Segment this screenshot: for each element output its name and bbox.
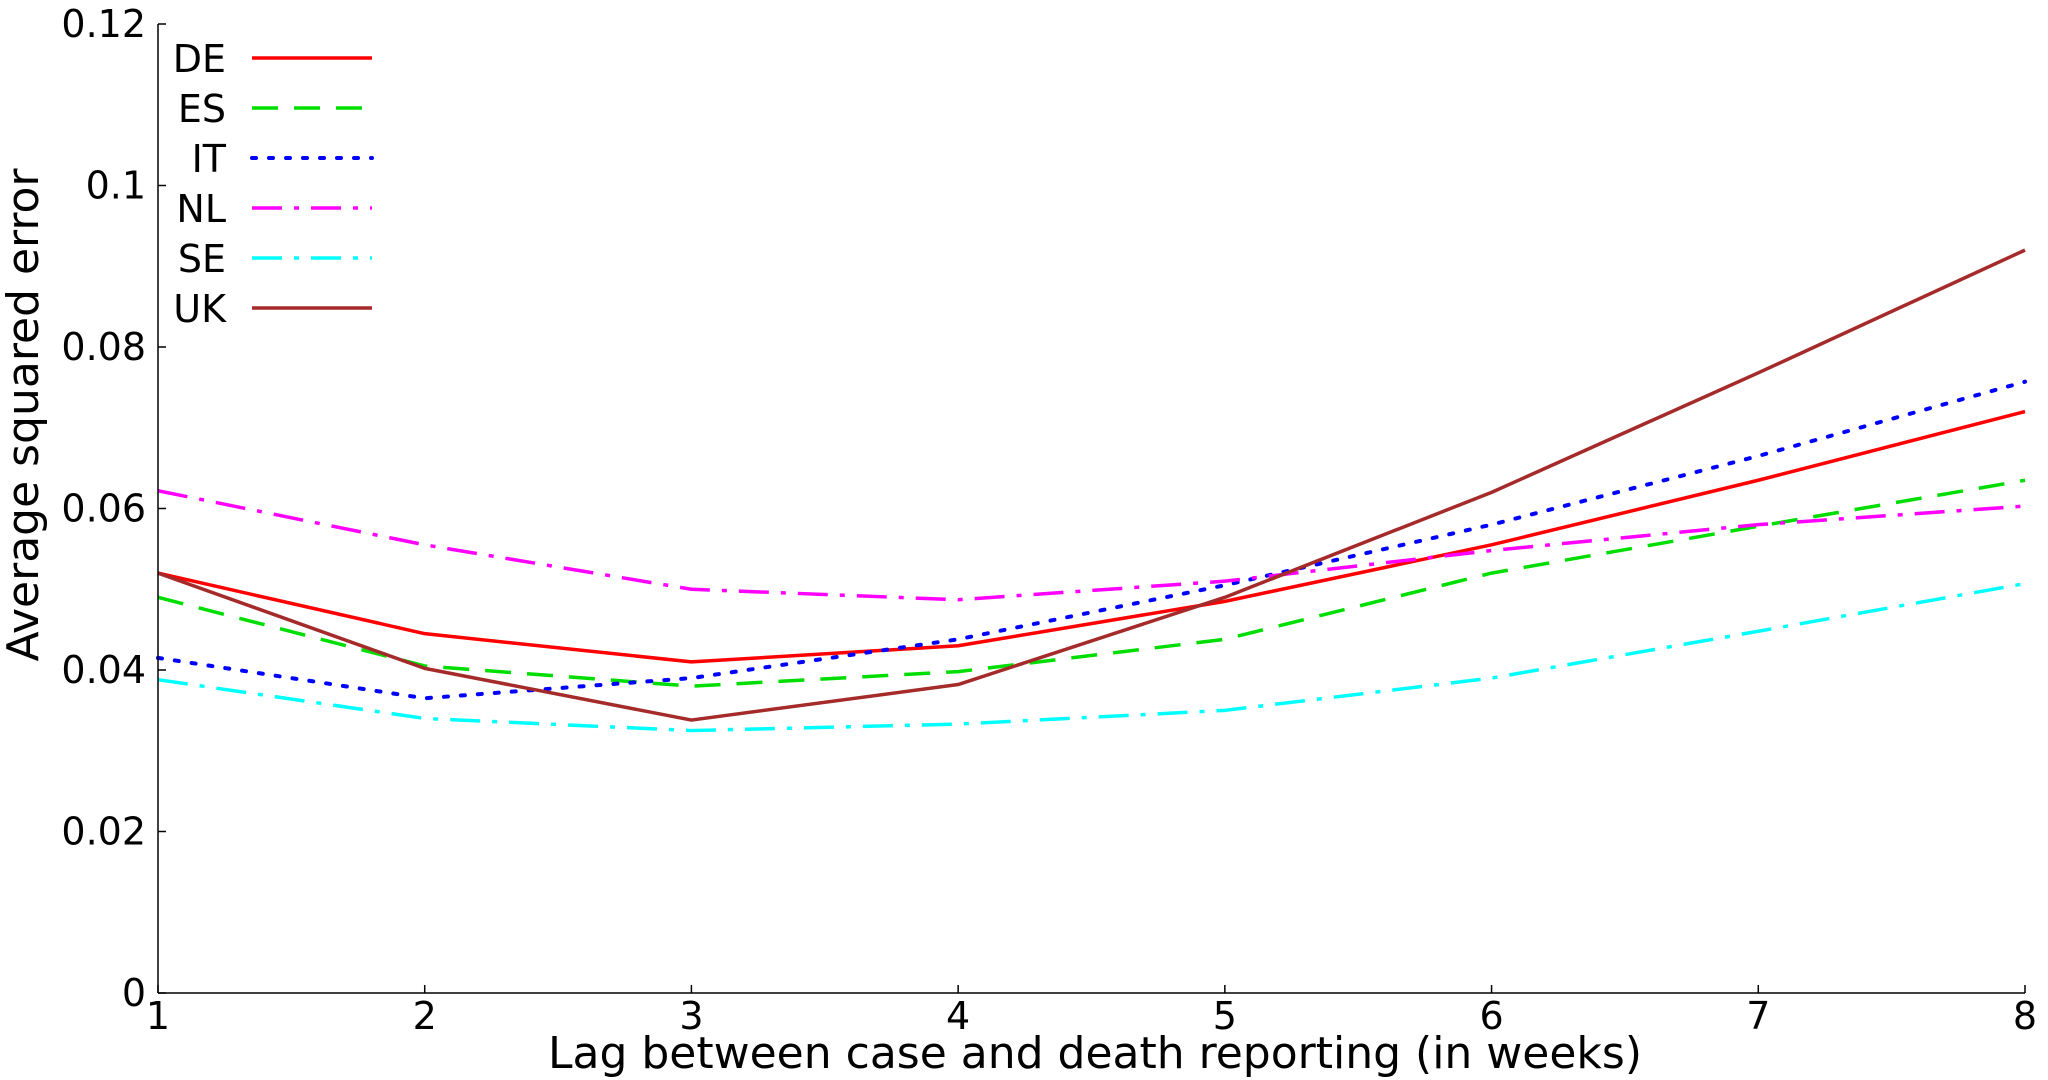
- legend-label-nl: NL: [176, 187, 226, 231]
- x-tick-label: 5: [1213, 994, 1237, 1038]
- x-tick-label: 3: [679, 994, 703, 1038]
- y-tick-label: 0.04: [61, 648, 146, 692]
- y-tick-label: 0.12: [61, 2, 146, 46]
- series-line-es: [157, 478, 2026, 688]
- y-tick-label: 0.02: [61, 810, 146, 854]
- legend-label-es: ES: [178, 87, 226, 131]
- y-tick-label: 0.06: [61, 487, 146, 531]
- legend-label-uk: UK: [173, 287, 227, 331]
- legend: DE ES IT NL SE UK: [173, 37, 374, 331]
- x-tick-label: 1: [146, 994, 170, 1038]
- x-axis-label: Lag between case and death reporting (in…: [548, 1028, 1642, 1079]
- y-tick-label: 0.1: [86, 164, 146, 208]
- legend-label-it: IT: [192, 137, 227, 181]
- y-tick-label: 0: [122, 971, 146, 1015]
- series-lines: [156, 248, 2027, 733]
- x-tick-label: 2: [413, 994, 437, 1038]
- series-line-uk: [157, 248, 2026, 722]
- x-tick-label: 8: [2013, 994, 2037, 1038]
- legend-label-se: SE: [178, 237, 226, 281]
- series-line-it: [156, 379, 2027, 701]
- series-line-se: [157, 581, 2026, 733]
- axes: [157, 23, 2026, 994]
- x-tick-label: 6: [1479, 994, 1503, 1038]
- tick-labels: 1 2 3 4 5 6 7 8 0 0.02 0.04 0.06 0.08 0.1 0.12: [61, 2, 2037, 1038]
- legend-label-de: DE: [173, 37, 226, 81]
- x-tick-label: 7: [1746, 994, 1770, 1038]
- series-line-de: [157, 409, 2026, 664]
- series-line-nl: [157, 489, 2026, 602]
- y-tick-label: 0.08: [61, 325, 146, 369]
- x-tick-label: 4: [946, 994, 970, 1038]
- y-axis-label: Average squared error: [0, 168, 49, 662]
